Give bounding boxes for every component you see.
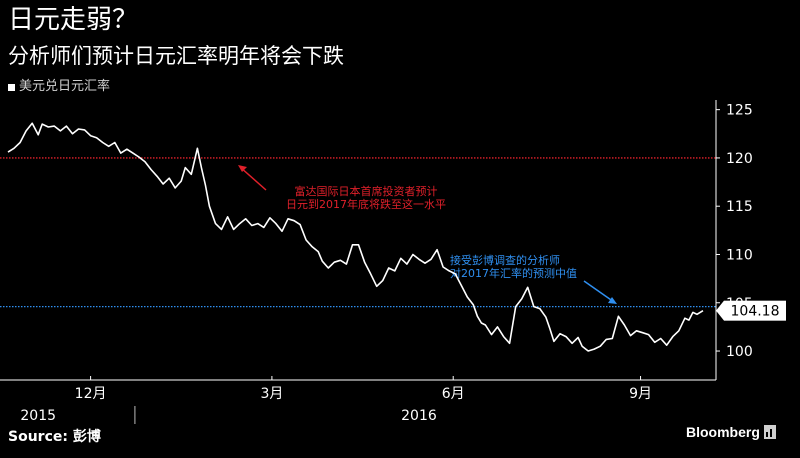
year-label: 2016 [401, 408, 437, 424]
arrow-shaft [239, 166, 267, 191]
year-label: 2015 [20, 408, 56, 424]
red-annotation-text: 日元到2017年底将跌至这一水平 [286, 197, 446, 211]
red-annotation-arrow [238, 165, 267, 191]
blue-annotation-arrow [583, 280, 617, 304]
arrowhead-icon [608, 297, 617, 304]
last-value-label: 104.18 [731, 304, 780, 320]
x-tick-label: 9月 [629, 386, 652, 402]
y-tick-label: 120 [726, 151, 753, 167]
y-tick-label: 115 [726, 199, 753, 215]
x-tick-label: 12月 [75, 386, 107, 402]
x-tick-label: 3月 [260, 386, 283, 402]
y-tick-label: 110 [726, 247, 753, 263]
legend-label: 美元兑日元汇率 [19, 79, 111, 94]
legend-swatch [8, 83, 15, 91]
value-callout-box [724, 300, 786, 321]
value-callout-pointer [716, 300, 724, 321]
arrowhead-icon [238, 165, 247, 172]
y-tick-label: 100 [726, 344, 753, 360]
y-tick-label: 125 [726, 103, 753, 119]
arrow-shaft [583, 280, 615, 303]
brand-name: Bloomberg [686, 424, 760, 440]
chart-title: 日元走弱？ [8, 5, 139, 35]
blue-annotation-text: 接受彭博调查的分析师 [450, 253, 560, 267]
series-line [7, 122, 704, 352]
source-note: Source: 彭博 [8, 429, 101, 445]
x-tick-label: 6月 [442, 386, 465, 402]
legend: 美元兑日元汇率 [8, 78, 110, 96]
bar-chart-icon [763, 425, 776, 439]
chart-subtitle: 分析师们预计日元汇率明年将会下跌 [8, 44, 344, 68]
brand-logo: Bloomberg [686, 424, 776, 440]
blue-annotation-text: 对2017年汇率的预测中值 [450, 266, 577, 280]
red-annotation-text: 富达国际日本首席投资者预计 [295, 184, 438, 198]
